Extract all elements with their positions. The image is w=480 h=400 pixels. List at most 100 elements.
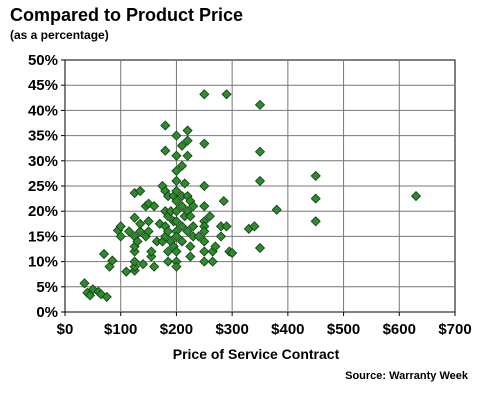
data-point-marker (199, 201, 210, 212)
data-point-marker (185, 251, 196, 262)
data-point-marker (176, 140, 188, 151)
data-point-marker (163, 256, 174, 267)
data-point-marker (149, 201, 160, 212)
data-point-marker (254, 175, 266, 187)
data-point-marker (182, 150, 193, 161)
data-point-marker (204, 211, 215, 222)
gridlines (65, 60, 455, 312)
y-tick-label: 45% (28, 77, 58, 94)
data-point-marker (171, 206, 182, 217)
data-point-marker (410, 191, 422, 202)
y-tick-label: 35% (28, 128, 58, 145)
data-point-marker (135, 185, 146, 197)
data-point-marker (135, 226, 146, 237)
x-tick-label: $0 (57, 321, 74, 338)
x-tick-label: $500 (327, 321, 360, 338)
y-tick-label: 50% (28, 52, 58, 69)
data-point-marker (188, 201, 199, 212)
data-point-marker (137, 259, 149, 270)
y-tick-label: 30% (28, 153, 58, 170)
y-tick-label: 0% (36, 304, 58, 321)
x-axis-label: Price of Service Contract (173, 346, 340, 362)
x-tick-label: $600 (383, 321, 416, 338)
data-point-marker (171, 261, 182, 272)
y-tick-label: 40% (28, 102, 58, 119)
data-point-marker (149, 261, 160, 272)
data-point-marker (129, 256, 140, 267)
data-point-marker (163, 226, 174, 237)
data-point-marker (132, 236, 143, 247)
chart-subtitle: (as a percentage) (10, 28, 109, 42)
data-point-marker (143, 226, 154, 237)
data-point-marker (271, 204, 282, 215)
data-point-marker (185, 241, 196, 252)
x-tick-label: $400 (271, 321, 304, 338)
data-point-marker (182, 226, 193, 237)
chart-title: Compared to Product Price (10, 5, 244, 25)
data-point-marker (188, 221, 199, 232)
data-point-marker (79, 278, 90, 289)
data-point-marker (221, 221, 232, 232)
data-point-marker (310, 170, 321, 181)
data-point-marker (115, 231, 126, 242)
data-point-marker (160, 145, 171, 156)
data-point-marker (227, 247, 238, 259)
data-point-marker (254, 242, 266, 254)
source-note: Source: Warranty Week (345, 370, 468, 382)
data-point-marker (171, 150, 182, 161)
data-point-marker (254, 99, 266, 110)
y-tick-label: 20% (28, 203, 58, 220)
data-point-marker (221, 89, 232, 100)
data-point-marker (129, 212, 140, 223)
data-point-marker (218, 196, 229, 207)
data-point-marker (171, 246, 182, 257)
data-point-marker (176, 160, 188, 171)
data-point-marker (171, 185, 182, 197)
y-tick-label: 5% (36, 279, 58, 296)
data-point-marker (199, 226, 210, 237)
data-point-marker (124, 226, 135, 237)
y-tick-label: 15% (28, 228, 58, 245)
data-point-marker (179, 178, 190, 189)
data-point-marker (176, 201, 188, 212)
data-point-marker (199, 89, 210, 100)
data-point-marker (199, 256, 210, 267)
data-point-marker (176, 221, 188, 232)
data-point-marker (171, 216, 182, 227)
x-tick-label: $200 (160, 321, 193, 338)
x-tick-label: $100 (104, 321, 137, 338)
data-point-marker (163, 246, 174, 257)
x-tick-label: $700 (438, 321, 471, 338)
data-point-marker (171, 175, 182, 187)
data-point-marker (199, 180, 210, 192)
data-point-marker (182, 135, 193, 146)
data-point-marker (171, 196, 182, 207)
data-points (79, 89, 422, 302)
data-point-marker (171, 130, 182, 141)
data-point-marker (199, 246, 210, 257)
data-point-marker (199, 138, 210, 149)
data-point-marker (193, 231, 204, 242)
data-point-marker (101, 291, 112, 302)
data-point-marker (146, 246, 157, 257)
data-point-marker (199, 236, 210, 247)
data-point-marker (171, 231, 182, 242)
data-point-marker (185, 211, 196, 222)
x-tick-label: $300 (215, 321, 248, 338)
data-point-marker (182, 125, 193, 136)
data-point-marker (176, 236, 188, 247)
y-tick-label: 10% (28, 254, 58, 271)
data-point-marker (215, 231, 227, 242)
data-point-marker (310, 216, 321, 227)
data-point-marker (171, 165, 182, 176)
data-point-marker (207, 256, 218, 267)
data-point-marker (115, 221, 126, 232)
data-point-marker (98, 248, 110, 260)
x-axis-ticks: $0 $100 $200 $300 $400 $500 $600 $700 (57, 312, 472, 338)
data-point-marker (310, 193, 321, 204)
data-point-marker (249, 221, 260, 232)
data-point-marker (135, 218, 146, 229)
y-axis-ticks: 0% 5% 10% 15% 20% 25% 30% 35% 40% 45% 50% (28, 52, 65, 321)
data-point-marker (210, 241, 221, 252)
